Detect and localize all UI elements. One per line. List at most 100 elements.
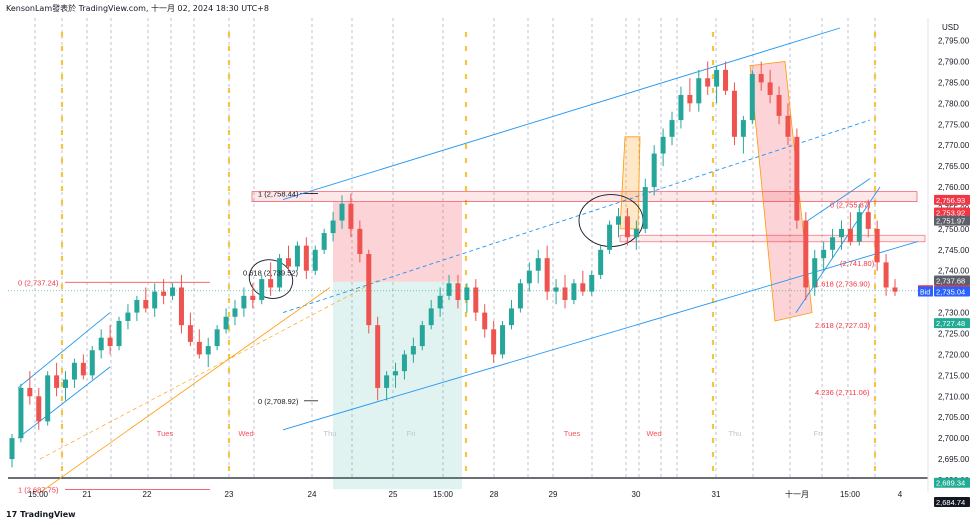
candle-body [696,78,702,104]
candle-body [669,120,675,137]
price-tick-label: 2,795.00 [938,37,970,46]
candle-body [776,94,782,116]
price-badge [934,207,970,218]
candle-body [705,78,711,87]
candle-body [393,371,399,376]
candle-body [303,245,309,271]
time-tick-label: 十一月 [785,489,809,499]
candle-body [830,237,836,250]
candle-body [196,341,202,355]
candle-body [223,316,229,330]
tradingview-footer: 17 TradingView [6,510,76,519]
price-badge [934,318,970,329]
price-tick-label: 2,765.00 [938,162,970,171]
price-tick-label: 2,700.00 [938,434,970,443]
candle-body [348,203,354,229]
badge-tag [918,286,933,297]
channel-line [807,178,871,221]
candle-body [651,153,657,188]
candle-body [616,216,622,225]
candle-body [526,270,532,284]
trend-channels [17,27,919,493]
candle-body [740,120,746,137]
weekday-label: Tues [564,429,581,438]
candle-body [98,337,104,351]
candle-body [259,279,265,301]
candle-body [428,308,434,326]
candle-body [232,308,238,317]
candle-body [723,69,729,91]
price-axis[interactable]: 2,795.00 2,790.00 2,785.00 2,780.00 2,775.00… [938,23,970,485]
candle-body [607,224,613,250]
candle-body [437,295,443,309]
time-axis[interactable]: 15:00 21 22 23 24 25 15:00 28 29 30 31 十一月 15:00 4 [28,489,903,499]
candle-body [571,283,577,301]
candle-body [598,249,604,275]
candle-body [152,291,158,309]
candle-body [482,312,488,330]
weekday-label: Thu [729,429,742,438]
resistance-band [251,191,918,202]
candle-body [874,228,880,263]
price-tick-label: 2,695.00 [938,455,970,464]
fib-label: 0 (2,755.87) [830,200,871,209]
weekday-label: Fri [407,429,416,438]
price-badge-value: 2,753.92 [936,208,965,217]
candle-body [883,262,889,288]
candle-body [357,228,363,254]
weekday-label: Wed [646,429,661,438]
candle-body [134,300,140,313]
candle-body [865,212,871,229]
consolidation-box [619,136,641,230]
candle-body [89,350,95,376]
candle-body [562,287,568,301]
candle-body [339,203,345,221]
price-tick-label: 2,750.00 [938,225,970,234]
time-tick-label: 15:00 [28,490,49,499]
candle-body [553,287,559,292]
time-tick-label: 30 [632,490,641,499]
candle-body [80,362,86,376]
price-tick-label: 2,790.00 [938,57,970,66]
price-badge-value: 2,756.93 [936,196,965,205]
candle-body [107,337,113,347]
price-badge-value: 2,751.97 [936,217,965,226]
price-tick-label: 2,715.00 [938,371,970,380]
candle-body [187,325,193,342]
price-tick-label: 2,730.00 [938,309,970,318]
candle-body [384,375,390,388]
price-tick-label: 2,760.00 [938,183,970,192]
candle-body [544,258,550,292]
candle-body [464,287,470,301]
candle-body [63,379,69,388]
candle-body [642,187,648,229]
candle-body [633,228,639,238]
candle-body [401,354,407,372]
candle-body [54,375,60,388]
price-badge [934,286,970,297]
candle-body [767,82,773,95]
candle-body [9,438,15,460]
candle-body [330,220,336,234]
time-tick-label: 31 [712,490,721,499]
time-tick-label: 29 [549,490,558,499]
brand-name: TradingView [20,510,76,519]
price-tick-label: 2,775.00 [938,120,970,129]
candle-body [812,258,818,288]
fib-label: 4.236 (2,711.06) [815,388,870,397]
candle-body [678,94,684,121]
time-tick-label: 24 [308,490,317,499]
trade-zones [65,61,926,490]
candle-body [161,291,167,296]
price-tick-label: 2,770.00 [938,141,970,150]
weekday-label: Thu [324,429,337,438]
price-badge [934,477,970,488]
weekday-label: Fri [814,429,823,438]
tradingview-logo-icon: 17 [6,510,18,519]
channel-line [795,186,881,313]
publish-date: 十一月 02, 2024 18:30 UTC+8 [151,4,269,13]
price-badge [934,497,970,507]
candle-body [366,253,372,326]
fib-label: 0 (2,737.24) [18,278,59,287]
